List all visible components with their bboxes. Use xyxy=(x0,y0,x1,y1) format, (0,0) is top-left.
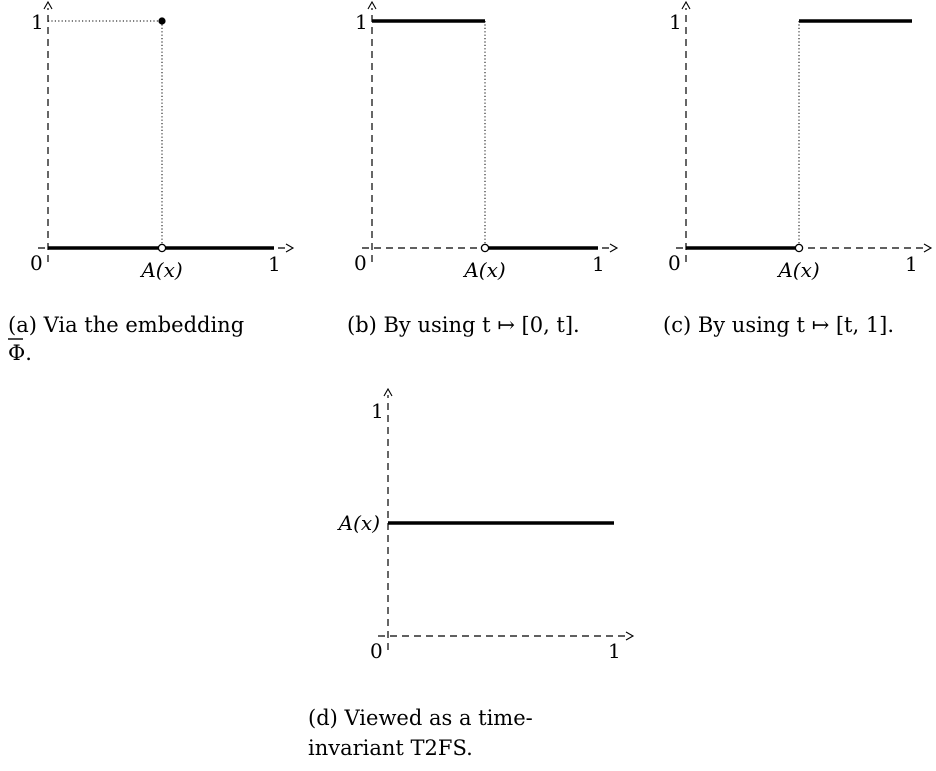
panel-c-open-point xyxy=(794,243,804,253)
panel-c-tick-0: 0 xyxy=(668,251,681,275)
panel-b-open-point xyxy=(480,243,490,253)
panel-d-tick-1: 1 xyxy=(371,399,384,423)
panel-b: 1 0 A(x) 1 (b) By using t ↦ [0, t]. xyxy=(347,0,619,337)
panel-a-filled-point xyxy=(158,17,166,25)
panel-a-caption-line2: Φ. xyxy=(8,341,32,365)
panel-d-caption-line2: invariant T2FS. xyxy=(308,736,473,760)
panel-a-tick-1: 1 xyxy=(31,10,44,34)
panel-a-x-arrow xyxy=(285,243,295,253)
panel-c-x-arrow xyxy=(923,243,933,253)
panel-a-point-label: A(x) xyxy=(139,258,182,282)
panel-b-tick-1: 1 xyxy=(355,10,368,34)
panel-c: 1 0 A(x) 1 (c) By using t ↦ [t, 1]. xyxy=(663,0,933,337)
panel-d-y-level-label: A(x) xyxy=(337,511,380,535)
panel-b-tick-0: 0 xyxy=(354,251,367,275)
panel-a-tick-x-1: 1 xyxy=(268,252,281,276)
panel-c-tick-1: 1 xyxy=(669,10,682,34)
panel-c-caption: (c) By using t ↦ [t, 1]. xyxy=(663,313,894,337)
panel-d-tick-x-1: 1 xyxy=(608,639,621,663)
panel-b-caption: (b) By using t ↦ [0, t]. xyxy=(347,313,580,337)
panel-d-y-arrow xyxy=(383,387,393,397)
panel-c-y-arrow xyxy=(681,0,691,10)
panel-a-y-arrow xyxy=(43,0,53,10)
panel-d-caption-line1: (d) Viewed as a time- xyxy=(308,706,533,730)
panel-a-caption-line1: (a) Via the embedding xyxy=(8,313,244,337)
panel-d: 1 A(x) 0 1 (d) Viewed as a time- invaria… xyxy=(308,387,635,760)
panel-c-tick-x-1: 1 xyxy=(905,252,918,276)
panel-d-tick-0: 0 xyxy=(370,639,383,663)
panel-a: 1 0 A(x) 1 (a) Via the embedding Φ. xyxy=(8,0,295,365)
panel-b-y-arrow xyxy=(367,0,377,10)
panel-a-tick-0: 0 xyxy=(30,251,43,275)
panel-d-x-arrow xyxy=(625,631,635,641)
panel-b-tick-x-1: 1 xyxy=(592,252,605,276)
panel-a-open-point xyxy=(157,243,167,253)
panel-c-point-label: A(x) xyxy=(776,258,819,282)
panel-b-x-arrow xyxy=(609,243,619,253)
panel-b-point-label: A(x) xyxy=(462,258,505,282)
